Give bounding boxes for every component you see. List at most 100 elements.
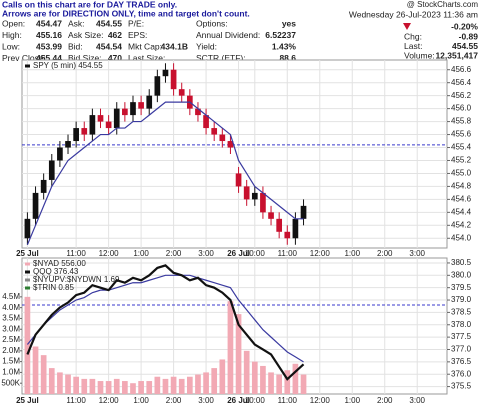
volume-bar — [260, 365, 266, 394]
candle-body — [162, 69, 169, 77]
volume-bar — [154, 376, 161, 394]
candle-body — [292, 218, 299, 239]
volume-bar — [65, 374, 71, 394]
y-tick-label: 377.0 — [451, 345, 472, 354]
date: Wednesday 26-Jul-2023 11:36 am — [349, 9, 478, 19]
legend-label: $TRIN 0.85 — [33, 283, 74, 292]
quote-value: 454.54 — [96, 41, 122, 51]
candle-body — [122, 108, 128, 116]
candle-body — [146, 95, 153, 109]
y-tick-label: 378.0 — [451, 320, 472, 329]
y-tick-label: 454.0 — [451, 233, 472, 242]
quote-label: Bid: — [68, 41, 83, 51]
quote-value: 455.44 — [36, 53, 62, 63]
volume-bar — [97, 381, 104, 394]
quote-value: 454.55 — [96, 18, 122, 28]
x-tick-label: 3:00 — [198, 396, 214, 405]
quote-value: 470 — [108, 53, 122, 63]
candle-body — [227, 141, 234, 148]
y-tick-label: 376.5 — [451, 357, 472, 366]
quote-label: Low: — [2, 41, 20, 51]
volume-bar — [105, 381, 112, 394]
quote-label: Annual Dividend: — [196, 30, 260, 40]
notice-line: Calls on this chart are for DAY TRADE on… — [2, 0, 177, 9]
quote-value: 88.6 — [279, 53, 296, 63]
volume-bar — [211, 368, 218, 394]
status-label: Last: — [404, 41, 422, 51]
candle-body — [24, 218, 31, 239]
candle-body — [130, 102, 136, 116]
y-tick-label: 455.4 — [451, 143, 472, 152]
quote-label: SCTR (ETF): — [196, 53, 246, 63]
quote-value: yes — [282, 18, 296, 28]
quote-value: 453.99 — [36, 41, 62, 51]
quote-value: 1.43% — [272, 41, 297, 51]
candle-body — [48, 160, 55, 180]
y-tick-label: 377.5 — [451, 332, 472, 341]
quote-value: 455.16 — [36, 30, 62, 40]
quote-label: Last Size: — [128, 53, 165, 63]
y-tick-label: 456.2 — [451, 91, 472, 100]
volume-bar — [178, 378, 185, 394]
quote-value: 434.1B — [161, 41, 188, 51]
legend-swatch — [25, 278, 30, 282]
volume-bar — [203, 372, 209, 394]
y2-tick-label: 2.5M — [2, 335, 20, 344]
candle-body — [113, 108, 120, 129]
candle-body — [284, 231, 291, 239]
volume-bar — [81, 378, 88, 394]
y-tick-label: 454.4 — [451, 207, 472, 216]
volume-bar — [40, 355, 47, 394]
volume-bar — [170, 376, 177, 394]
candle-body — [73, 128, 79, 142]
volume-bar — [57, 372, 63, 394]
x-tick-label: 11:00 — [66, 396, 86, 405]
x-tick-label: 2:00 — [377, 396, 393, 405]
candle-body — [276, 218, 283, 232]
y2-tick-label: 2.0M — [2, 346, 20, 355]
y2-tick-label: 3.5M — [2, 314, 20, 323]
status-label: Chg: — [404, 31, 422, 41]
volume-bar — [48, 368, 55, 394]
y2-tick-label: 3.0M — [2, 324, 20, 333]
x-tick-label: 11:00 — [278, 396, 298, 405]
candle-body — [81, 128, 88, 135]
x-tick-label: 3:00 — [409, 396, 425, 405]
volume-bar — [24, 296, 31, 394]
quote-label: P/E: — [128, 18, 144, 28]
quote-value: 454.47 — [36, 18, 62, 28]
change-pct: -0.20% — [451, 21, 478, 31]
volume-bar — [89, 378, 96, 394]
x-tick-label: 25 Jul — [16, 396, 39, 405]
plot-frame — [21, 59, 448, 249]
quote-value: 462 — [108, 30, 122, 40]
y-tick-label: 455.0 — [451, 169, 472, 178]
y-tick-label: 379.0 — [451, 295, 472, 304]
quote-label: Bid Size: — [68, 53, 102, 63]
x-tick-label: 1:00 — [133, 396, 149, 405]
candle-body — [243, 186, 250, 200]
volume-bar — [138, 381, 144, 394]
x-tick-label: 1:00 — [133, 249, 149, 258]
x-tick-label: 1:00 — [344, 249, 360, 258]
x-tick-label: 11:00 — [66, 249, 86, 258]
y-tick-label: 456.0 — [451, 104, 472, 113]
y-tick-label: 454.2 — [451, 220, 472, 229]
quote-label: Prev Close: — [2, 53, 46, 63]
legend-label: $NYAD 556.00 — [33, 259, 86, 268]
candle-body — [178, 89, 185, 96]
y-tick-label: 455.6 — [451, 130, 472, 139]
volume-bar — [130, 383, 136, 394]
legend-label: SPY (5 min) 454.55 — [33, 61, 103, 70]
candle-body — [219, 134, 226, 142]
x-tick-label: 25 Jul — [16, 249, 39, 258]
legend-swatch — [25, 262, 30, 266]
volume-bar — [219, 359, 226, 394]
quote-label: Open: — [2, 18, 25, 28]
candle-body — [203, 115, 209, 129]
y-tick-label: 455.8 — [451, 117, 472, 126]
y-tick-label: 376.0 — [451, 369, 472, 378]
volume-bar — [32, 346, 39, 394]
volume-bar — [73, 376, 79, 394]
